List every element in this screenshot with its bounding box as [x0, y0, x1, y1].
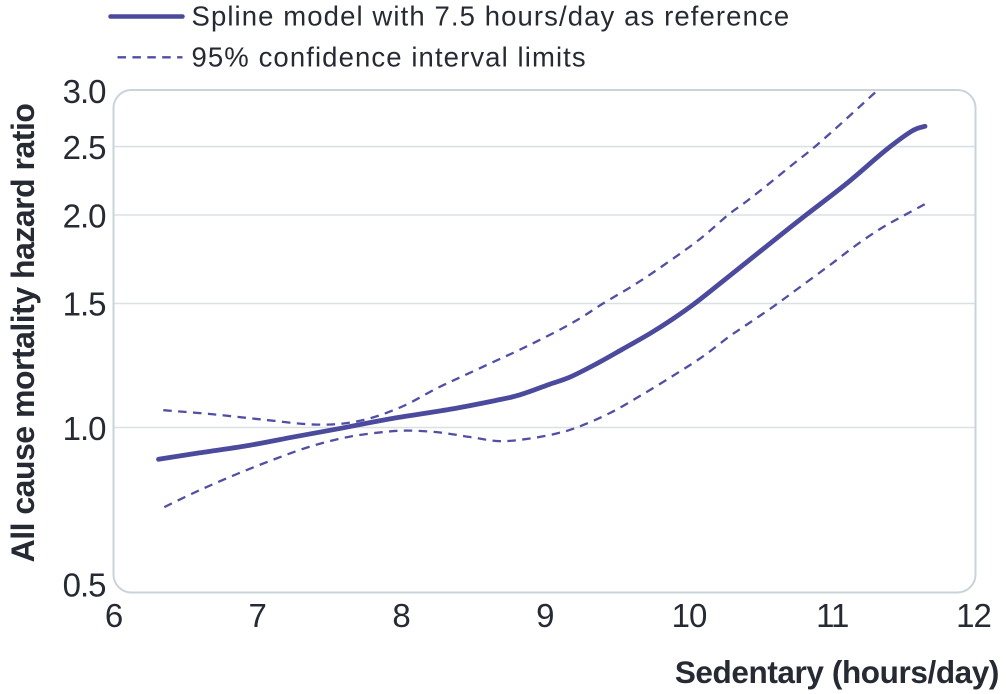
- svg-text:All cause mortality hazard rat: All cause mortality hazard ratio: [5, 104, 41, 563]
- svg-text:Sedentary (hours/day): Sedentary (hours/day): [675, 654, 999, 690]
- svg-text:12: 12: [956, 597, 991, 634]
- svg-text:7: 7: [249, 597, 266, 634]
- svg-text:11: 11: [816, 597, 848, 634]
- svg-text:8: 8: [392, 597, 409, 634]
- svg-text:1.5: 1.5: [63, 286, 106, 323]
- svg-text:0.5: 0.5: [63, 566, 106, 603]
- svg-text:9: 9: [536, 597, 553, 634]
- svg-text:1.0: 1.0: [63, 410, 107, 447]
- svg-text:10: 10: [672, 597, 707, 634]
- svg-text:6: 6: [105, 597, 122, 634]
- svg-text:Spline model with 7.5 hours/da: Spline model with 7.5 hours/day as refer…: [192, 1, 791, 32]
- svg-text:2.0: 2.0: [63, 197, 107, 234]
- svg-text:3.0: 3.0: [63, 73, 107, 110]
- svg-text:2.5: 2.5: [63, 129, 106, 166]
- svg-text:95% confidence interval limits: 95% confidence interval limits: [192, 42, 587, 73]
